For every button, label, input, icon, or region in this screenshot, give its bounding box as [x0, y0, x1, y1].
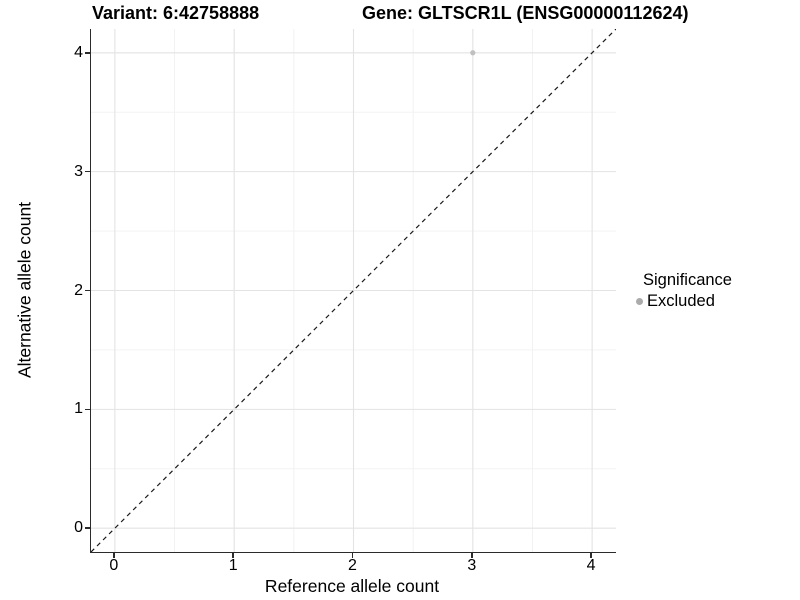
x-tick-label: 2 — [348, 557, 357, 574]
scatter-plot-canvas — [91, 29, 616, 552]
y-tick-label: 1 — [74, 400, 83, 418]
x-tick-label: 1 — [228, 557, 238, 574]
legend: Significance Excluded — [636, 271, 732, 311]
y-tick-label: 4 — [74, 43, 83, 61]
y-tick-mark — [85, 289, 90, 292]
data-point — [470, 50, 476, 56]
x-tick-label: 3 — [467, 557, 477, 574]
x-tick-mark — [232, 553, 234, 558]
y-axis-title: Alternative allele count — [14, 201, 35, 379]
y-tick-mark — [85, 527, 90, 529]
major-gridlines — [91, 29, 616, 552]
y-tick-label: 3 — [74, 162, 83, 180]
y-tick-label: 2 — [74, 281, 83, 299]
x-tick-label: 0 — [109, 557, 119, 574]
y-tick-mark — [85, 52, 90, 54]
x-axis-title: Reference allele count — [264, 576, 440, 596]
variant-title: Variant: 6:42758888 — [92, 3, 260, 23]
x-tick-mark — [590, 553, 592, 558]
x-tick-mark — [113, 553, 115, 558]
y-tick-label: 0 — [74, 519, 83, 537]
legend-title: Significance — [643, 271, 732, 289]
plot-panel — [90, 29, 616, 553]
gene-title: Gene: GLTSCR1L (ENSG00000112624) — [362, 3, 689, 23]
legend-item: Excluded — [636, 292, 732, 311]
data-points — [470, 50, 476, 56]
x-tick-label: 4 — [586, 557, 596, 574]
x-tick-mark — [351, 553, 354, 558]
x-tick-mark — [471, 553, 473, 558]
legend-items: Excluded — [636, 292, 732, 311]
legend-item-label: Excluded — [647, 292, 715, 310]
y-tick-mark — [85, 408, 90, 411]
legend-key-dot-icon — [636, 298, 643, 305]
y-tick-mark — [85, 170, 90, 173]
